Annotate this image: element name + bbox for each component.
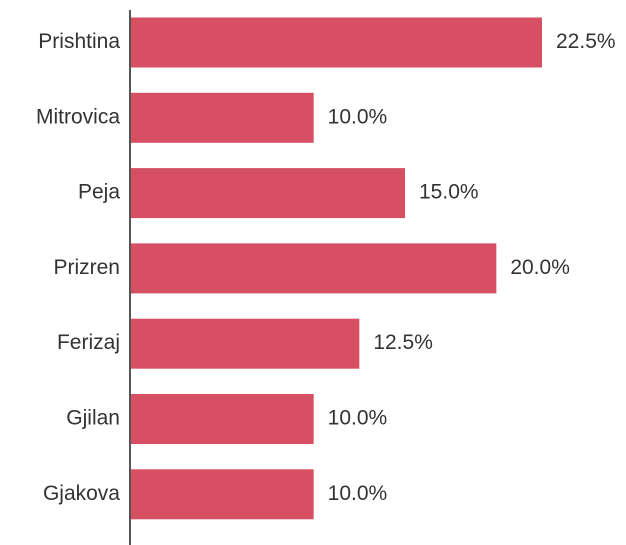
bar — [131, 168, 405, 219]
bar — [131, 92, 314, 143]
value-label: 10.0% — [328, 482, 388, 505]
value-label: 15.0% — [419, 181, 479, 204]
value-label: 10.0% — [328, 105, 388, 128]
value-label: 12.5% — [373, 331, 433, 354]
y-tick-label: Gjakova — [43, 482, 120, 505]
y-tick-label: Prishtina — [38, 30, 120, 53]
value-label: 20.0% — [510, 256, 570, 279]
bar — [131, 394, 314, 444]
bar — [131, 243, 497, 294]
value-label: 22.5% — [556, 30, 616, 53]
y-tick-label: Prizren — [53, 256, 120, 279]
bar — [131, 17, 542, 68]
bar — [131, 318, 360, 369]
value-label: 10.0% — [328, 407, 388, 430]
bar — [131, 469, 314, 520]
y-tick-label: Peja — [78, 181, 120, 204]
y-tick-label: Mitrovica — [36, 105, 120, 128]
y-tick-label: Ferizaj — [57, 331, 120, 354]
y-tick-label: Gjilan — [66, 407, 120, 430]
